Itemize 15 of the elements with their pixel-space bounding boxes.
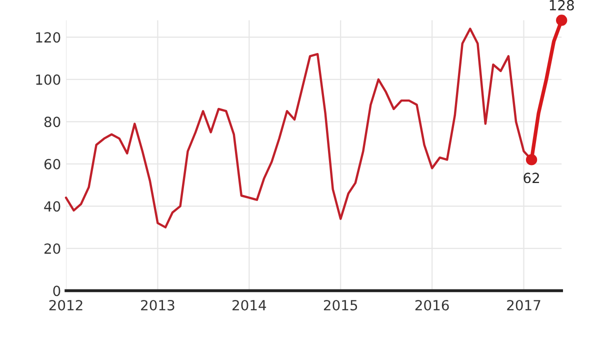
x-tick-label: 2016 [415, 300, 449, 310]
y-tick-label: 120 [36, 32, 60, 43]
y-tick-label: 0 [53, 286, 60, 296]
x-tick-label: 2014 [232, 300, 266, 310]
x-tick-label: 2012 [49, 300, 82, 310]
y-tick-label: 40 [44, 201, 60, 212]
x-tick-label: 2015 [324, 300, 358, 310]
y-tick-label: 60 [44, 158, 60, 170]
y-tick-label: 80 [44, 116, 60, 128]
x-tick-label: 2013 [141, 300, 174, 310]
y-tick-label: 20 [44, 243, 60, 254]
y-tick-label: 100 [36, 74, 60, 85]
x-tick-label: 2017 [507, 300, 540, 310]
data-label: 128 [550, 0, 574, 10]
data-label: 62 [524, 172, 539, 184]
